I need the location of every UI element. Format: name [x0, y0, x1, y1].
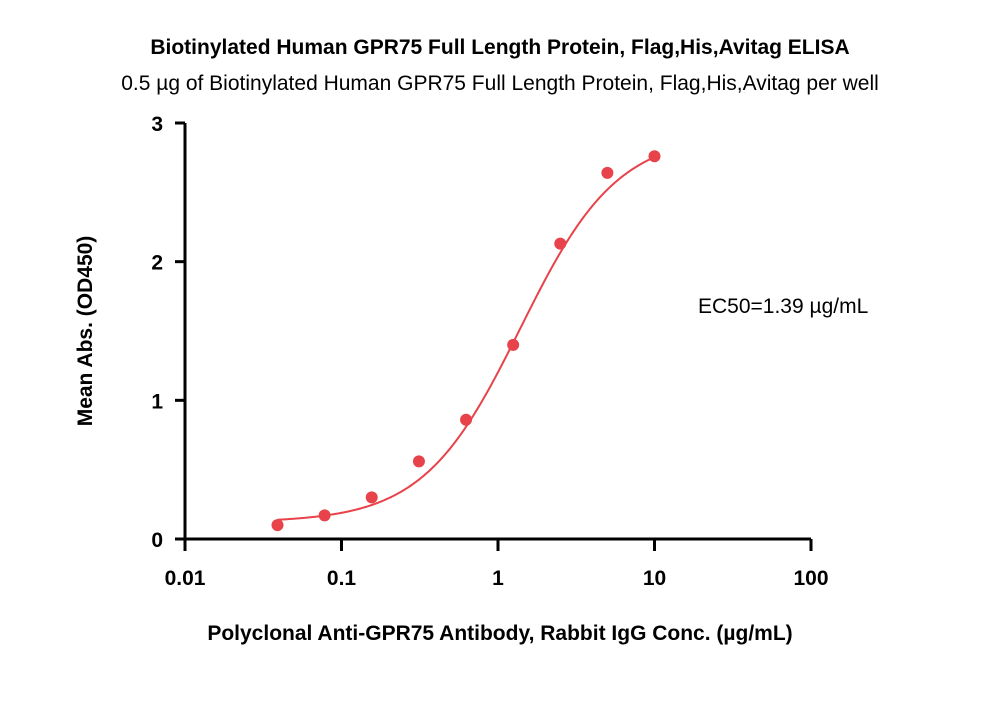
y-tick-label: 2	[151, 252, 163, 275]
y-tick-label: 1	[151, 390, 163, 413]
y-axis-ticks: 0 1 2 3	[151, 113, 185, 552]
x-axis-ticks: 0.01 0.1 1 10 100	[165, 539, 829, 590]
x-tick-label: 0.1	[327, 567, 357, 590]
y-tick-label: 3	[151, 113, 163, 136]
x-axis-label: Polyclonal Anti-GPR75 Antibody, Rabbit I…	[207, 622, 792, 645]
chart-subtitle: 0.5 µg of Biotinylated Human GPR75 Full …	[121, 72, 879, 95]
x-tick-label: 100	[793, 567, 828, 590]
x-tick-label: 0.01	[165, 567, 206, 590]
data-point	[412, 455, 425, 468]
data-point	[365, 491, 378, 504]
data-point	[460, 413, 473, 426]
x-tick-label: 1	[492, 567, 504, 590]
fit-curve	[277, 156, 655, 521]
data-point	[507, 338, 520, 351]
data-point	[601, 166, 614, 179]
data-point	[648, 150, 661, 163]
chart-title: Biotinylated Human GPR75 Full Length Pro…	[150, 36, 849, 59]
x-tick-label: 10	[643, 567, 666, 590]
data-point	[271, 519, 284, 532]
y-axis-label: Mean Abs. (OD450)	[74, 236, 97, 427]
y-tick-label: 0	[151, 529, 163, 552]
data-points	[271, 150, 661, 532]
data-point	[554, 237, 567, 250]
ec50-annotation: EC50=1.39 µg/mL	[698, 295, 868, 318]
data-point	[318, 509, 331, 522]
